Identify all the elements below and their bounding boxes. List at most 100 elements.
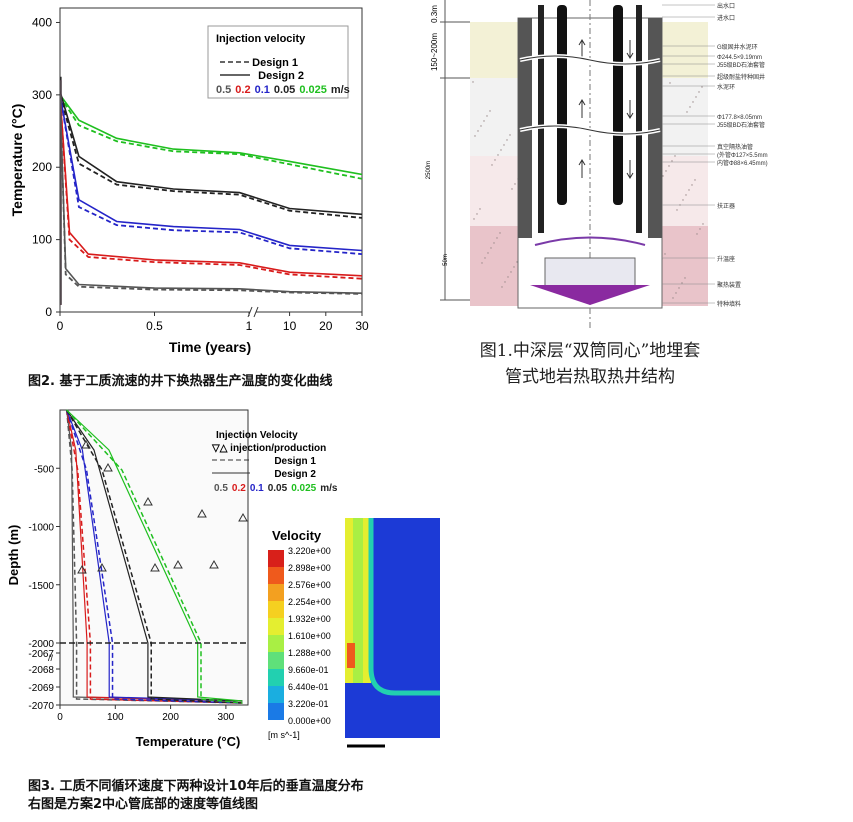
fig3-ytick-label: -2068	[28, 665, 54, 676]
fig1-rock-speckle	[477, 130, 479, 132]
fig1-label: G级固井水泥环	[717, 43, 758, 51]
fig1-label: 超级耐盐特种固井	[717, 73, 765, 81]
fig1-rock-speckle	[686, 111, 688, 113]
fig2-ytick-label: 0	[45, 305, 52, 319]
fig1-rock-speckle	[695, 96, 697, 98]
fig1-rock-speckle	[514, 183, 516, 185]
fig1-rock-speckle	[507, 276, 509, 278]
fig1-flow-arrow-up	[578, 99, 586, 118]
fig2-series-design2-line	[60, 94, 362, 294]
fig1-break-wave-line	[519, 55, 661, 65]
fig2-series-design2-line	[60, 94, 362, 176]
fig1-label: 扶正器	[717, 202, 735, 210]
fig3-colorbar-unit: [m s^-1]	[268, 730, 300, 740]
fig3-contour-scale-area	[345, 738, 440, 758]
fig2-ytick-label: 100	[32, 233, 52, 247]
fig3-marker	[77, 564, 87, 574]
fig1-label: 聚热装置	[717, 281, 741, 289]
fig3-colorbar-label: 0.000e+00	[288, 716, 331, 726]
fig2-series-design2-line	[60, 94, 362, 252]
fig3-colorbar-label: 1.932e+00	[288, 614, 331, 624]
fig3-xtick-label: 300	[218, 712, 235, 723]
fig1-rock-speckle	[664, 253, 666, 255]
fig1-cement-right	[648, 18, 662, 238]
fig1-caption-line2: 管式地岩热取热井结构	[505, 367, 675, 387]
fig2-axis-break	[247, 306, 253, 318]
fig1-rock-speckle	[496, 237, 498, 239]
fig1-rock-speckle	[701, 86, 703, 88]
fig1-rock-speckle	[494, 159, 496, 161]
fig1-rock-speckle	[493, 242, 495, 244]
fig2-legend-velocity: 0.025	[299, 84, 327, 96]
fig2-legend-velocity: 0.05	[274, 84, 295, 96]
fig1-rock-speckle	[486, 115, 488, 117]
fig3-colorbar-label: 2.898e+00	[288, 563, 331, 573]
fig3-colorbar-swatch	[268, 584, 284, 601]
fig3-colorbar-swatch	[268, 703, 284, 720]
fig1-flow-arrow-down	[626, 40, 634, 59]
fig3-marker	[103, 462, 113, 472]
fig1-rock-speckle	[678, 287, 680, 289]
fig3-caption-line1: 图3. 工质不同循环速度下两种设计10年后的垂直温度分布	[28, 779, 364, 794]
fig1-casing-left	[538, 5, 544, 233]
fig1-dim-top: 0.3m	[430, 5, 439, 23]
fig1-rock-speckle	[506, 139, 508, 141]
fig2-legend-title: Injection velocity	[216, 33, 306, 45]
fig3-ytick-label: -2067	[28, 649, 54, 660]
fig1-rock-speckle	[497, 154, 499, 156]
fig1-rock-speckle	[499, 232, 501, 234]
fig3-plot-frame	[59, 409, 249, 706]
fig3-ytick-label: -2070	[28, 701, 54, 712]
fig1-rock-speckle	[688, 189, 690, 191]
fig1-label: 真空隔热油管	[717, 143, 753, 151]
fig3-legend-design2-label: Design 2	[274, 469, 316, 480]
fig3-contour-inner	[353, 518, 363, 683]
fig3-contour-annulus	[368, 518, 440, 696]
fig2-xtick-label: 0	[57, 319, 64, 333]
fig3-caption: 图3. 工质不同循环速度下两种设计10年后的垂直温度分布 右图是方案2中心管底部…	[28, 778, 364, 814]
fig3-legend-velocity: 0.1	[250, 483, 264, 494]
fig2-series-design2-line	[60, 94, 362, 277]
fig1-caption: 图1.中深层“双筒同心”地埋套 管式地岩热取热井结构	[440, 338, 740, 390]
fig2-xtick-label: 20	[319, 319, 333, 333]
fig1-rock-speckle	[481, 262, 483, 264]
fig3-ytick-label: -2069	[28, 683, 54, 694]
fig1-rock-speckle	[694, 179, 696, 181]
fig1-inner-pipe-left	[557, 5, 567, 205]
fig1-rock-speckle	[479, 208, 481, 210]
fig1-rock-speckle	[513, 266, 515, 268]
fig3-axis-break: //	[48, 653, 54, 663]
fig3-colorbar-swatch	[268, 635, 284, 652]
fig2-legend-unit: m/s	[331, 84, 350, 96]
fig3-marker	[238, 512, 248, 522]
fig1-rock-speckle	[698, 91, 700, 93]
fig2-legend-design1-label: Design 1	[252, 57, 298, 69]
fig1-rock-speckle	[691, 184, 693, 186]
fig3-colorbar-swatch	[268, 669, 284, 686]
fig1-label: J55级BD石油套管	[717, 61, 765, 69]
fig2-xtick-label: 1	[246, 319, 253, 333]
fig1-rock-speckle	[669, 82, 671, 84]
fig3-ytick-label: -500	[34, 464, 54, 475]
fig1-label: 出水口	[717, 2, 735, 10]
fig1-rock-speckle	[685, 194, 687, 196]
fig1-rock-speckle	[511, 188, 513, 190]
fig2-legend-velocity: 0.1	[255, 84, 270, 96]
fig1-flow-arrow-down	[626, 100, 634, 119]
fig3-chart: -500 -1000 -1500 -2000-2067 -2068 -2069 -2070 /…	[6, 409, 440, 758]
fig1-label: J55级BD石油套管	[717, 121, 765, 129]
fig2-ylabel: Temperature (°C)	[9, 104, 25, 217]
fig3-marker	[197, 508, 207, 518]
fig3-caption-line2: 右图是方案2中心管底部的速度等值线图	[28, 797, 259, 812]
fig2-xlabel: Time (years)	[169, 339, 251, 355]
fig3-colorbar-label: 6.440e-01	[288, 682, 329, 692]
fig1-label: Φ244.5×9.19mm	[717, 55, 762, 61]
fig3-legend-markers: ▽△ injection/production	[211, 443, 326, 454]
fig3-legend-velocities: 0.5 0.2 0.1 0.05 0.025 m/s	[214, 483, 338, 494]
fig3-xtick-label: 100	[107, 712, 124, 723]
fig1-rock-speckle	[665, 170, 667, 172]
fig3-profile-design2-line	[66, 409, 243, 702]
fig2-series-design1-line	[60, 94, 362, 219]
fig3-colorbar-label: 3.220e-01	[288, 699, 329, 709]
